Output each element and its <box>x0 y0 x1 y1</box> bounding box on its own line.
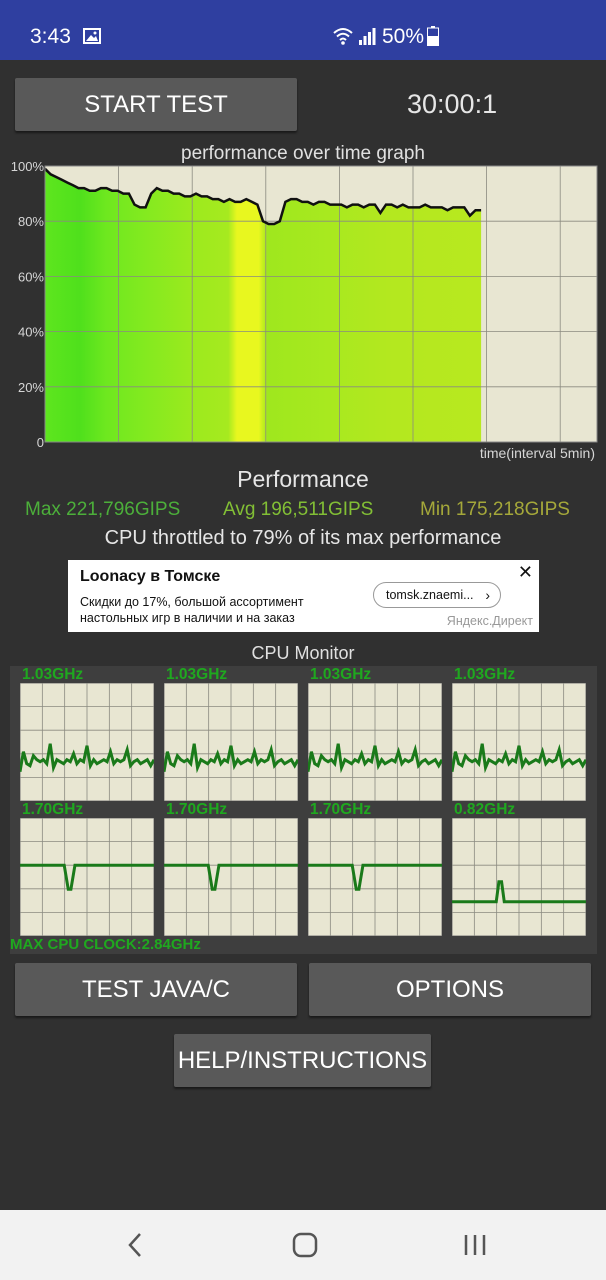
ad-link-button[interactable]: tomsk.znaemi... › <box>373 582 501 608</box>
cpu-core-frequency: 1.70GHz <box>22 801 84 818</box>
performance-graph: 100% 80% 60% 40% 20% 0 time(interval 5min) <box>11 160 598 461</box>
cpu-core-frequency: 1.03GHz <box>310 666 372 683</box>
cpu-core-frequency: 1.03GHz <box>166 666 228 683</box>
start-test-button[interactable]: START TEST <box>15 78 297 131</box>
recent-apps-icon[interactable] <box>462 1232 488 1258</box>
ad-source: Яндекс.Директ <box>446 614 533 628</box>
cpu-core-graph <box>307 817 443 937</box>
options-button[interactable]: OPTIONS <box>309 963 591 1016</box>
graph-y-tick-label: 80% <box>18 214 44 229</box>
back-icon[interactable] <box>124 1232 146 1258</box>
wifi-icon <box>333 28 353 45</box>
signal-icon <box>359 28 376 45</box>
graph-y-tick-label: 40% <box>18 325 44 340</box>
max-cpu-clock: MAX CPU CLOCK:2.84GHz <box>10 936 201 953</box>
test-timer: 30:00:1 <box>407 89 498 119</box>
cpu-core-trace <box>18 743 156 774</box>
cpu-core-trace <box>162 743 300 774</box>
cpu-core-graph <box>163 817 299 937</box>
home-icon[interactable] <box>292 1232 318 1258</box>
performance-label: Performance <box>237 466 369 492</box>
graph-y-tick-label: 20% <box>18 380 44 395</box>
ad-title: Loonacy в Томске <box>80 568 221 585</box>
cpu-core-graph <box>450 682 588 802</box>
navigation-bar <box>0 1210 606 1280</box>
cpu-core-graph <box>18 682 156 802</box>
cpu-core-trace <box>164 863 298 891</box>
cpu-core-trace <box>20 863 154 891</box>
avg-stat: Avg 196,511GIPS <box>223 499 374 520</box>
ad-banner[interactable]: Loonacy в Томске Скидки до 17%, большой … <box>68 560 539 632</box>
graph-area <box>45 168 482 443</box>
cpu-core-graph <box>162 682 300 802</box>
ad-text: Скидки до 17%, большой ассортимент насто… <box>80 595 304 625</box>
graph-title: performance over time graph <box>181 143 425 164</box>
test-java-c-button[interactable]: TEST JAVA/C <box>15 963 297 1016</box>
graph-x-label: time(interval 5min) <box>480 445 595 461</box>
help-instructions-button[interactable]: HELP/INSTRUCTIONS <box>174 1034 431 1087</box>
cpu-core-graph <box>19 817 155 937</box>
graph-frame <box>44 165 598 443</box>
cpu-core-graph <box>451 817 587 937</box>
cpu-core-trace <box>306 743 444 774</box>
status-time: 3:43 <box>30 25 71 48</box>
cpu-monitor-title: CPU Monitor <box>251 643 355 663</box>
max-stat: Max 221,796GIPS <box>25 499 181 520</box>
cpu-core-graph <box>306 682 444 802</box>
graph-y-tick-label: 0 <box>37 435 44 450</box>
cpu-core-trace <box>450 743 588 774</box>
battery-percent: 50% <box>382 25 425 48</box>
min-stat: Min 175,218GIPS <box>420 499 570 520</box>
cpu-core-frequency: 1.70GHz <box>166 801 228 818</box>
ad-link-text: tomsk.znaemi... <box>386 588 474 602</box>
cpu-core-frequency: 1.03GHz <box>454 666 516 683</box>
cpu-core-frequency: 1.03GHz <box>22 666 84 683</box>
graph-series-line <box>44 167 482 226</box>
status-bar: 3:43 50% <box>0 0 606 60</box>
cpu-core-frequency: 1.70GHz <box>310 801 372 818</box>
cpu-core-trace <box>452 880 586 904</box>
battery-icon <box>427 26 439 46</box>
cpu-core-trace <box>308 863 442 891</box>
graph-y-tick-label: 100% <box>11 160 45 174</box>
image-icon <box>83 28 101 44</box>
graph-y-tick-label: 60% <box>18 269 44 284</box>
chevron-right-icon: › <box>485 587 490 603</box>
cpu-core-frequency: 0.82GHz <box>454 801 516 818</box>
throttle-text: CPU throttled to 79% of its max performa… <box>104 527 502 549</box>
close-icon[interactable]: ✕ <box>517 562 533 582</box>
